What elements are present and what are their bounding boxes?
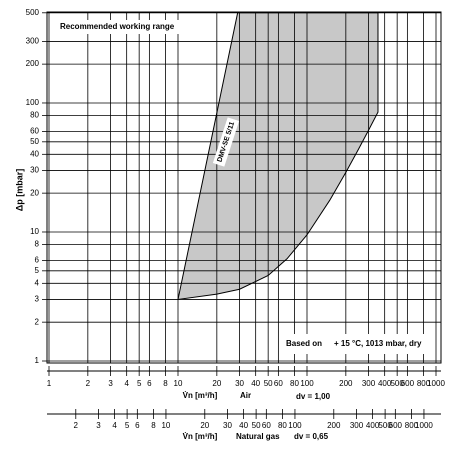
x2-tick-label: 300	[350, 421, 364, 430]
x2-tick-label: 30	[223, 421, 232, 430]
annotation-box	[280, 334, 432, 354]
x-tick-label: 1	[47, 379, 52, 388]
y-tick-label: 80	[30, 111, 39, 120]
x-tick-label: 3	[108, 379, 113, 388]
y-tick-label: 1	[35, 356, 40, 365]
y-tick-label: 40	[30, 149, 39, 158]
x2-tick-label: 8	[151, 421, 156, 430]
x2-tick-label: 10	[161, 421, 170, 430]
y-tick-label: 10	[30, 227, 39, 236]
x2-tick-label: 400	[366, 421, 380, 430]
x2-tick-label: 100	[288, 421, 302, 430]
y-tick-label: 100	[26, 98, 40, 107]
x-tick-label: 30	[235, 379, 244, 388]
x2-tick-label: 5	[125, 421, 130, 430]
x2-tick-label: 60	[262, 421, 271, 430]
x2-tick-label: 50	[252, 421, 261, 430]
x-tick-label: 20	[212, 379, 221, 388]
x2-tick-label: 600	[389, 421, 403, 430]
plot-frame	[46, 11, 442, 364]
x2-tick-label: 20	[200, 421, 209, 430]
x-axis-factor: dv = 1,00	[296, 392, 331, 401]
y-tick-label: 2	[35, 317, 40, 326]
x-tick-label: 5	[137, 379, 142, 388]
x2-axis-title: V̇n [m³/h]	[183, 432, 218, 441]
x-tick-label: 200	[339, 379, 353, 388]
x-tick-label: 800	[417, 379, 431, 388]
y-tick-label: 500	[26, 8, 40, 17]
y-tick-label: 60	[30, 127, 39, 136]
y-tick-label: 30	[30, 166, 39, 175]
x-tick-label: 400	[378, 379, 392, 388]
x-tick-label: 40	[251, 379, 260, 388]
x-tick-label: 10	[174, 379, 183, 388]
x-tick-label: 1000	[427, 379, 445, 388]
x-axis-medium: Air	[240, 391, 251, 400]
x-tick-label: 50	[264, 379, 273, 388]
annotation: + 15 °C, 1013 mbar, dry	[334, 339, 422, 348]
x2-tick-label: 4	[112, 421, 117, 430]
y-axis-title: Δp [mbar]	[14, 169, 24, 211]
x-axis-title: V̇n [m³/h]	[183, 391, 218, 400]
y-tick-label: 3	[35, 295, 40, 304]
annotation-box	[212, 117, 240, 167]
x-tick-label: 4	[124, 379, 129, 388]
x2-axis-medium: Natural gas	[236, 432, 280, 441]
annotation: Recommended working range	[60, 22, 175, 31]
y-tick-label: 200	[26, 59, 40, 68]
x-tick-label: 500	[390, 379, 404, 388]
x2-tick-label: 500	[378, 421, 392, 430]
x-tick-label: 100	[300, 379, 314, 388]
x2-tick-label: 2	[74, 421, 79, 430]
y-tick-label: 5	[35, 266, 40, 275]
x2-tick-label: 6	[135, 421, 140, 430]
x2-tick-label: 800	[405, 421, 419, 430]
x2-axis-factor: dv = 0,65	[294, 432, 329, 441]
x2-tick-label: 200	[327, 421, 341, 430]
y-tick-label: 50	[30, 137, 39, 146]
annotation-box	[56, 20, 186, 34]
x-tick-label: 6	[147, 379, 152, 388]
y-tick-label: 20	[30, 188, 39, 197]
x2-tick-label: 80	[278, 421, 287, 430]
x2-tick-label: 1000	[415, 421, 433, 430]
x-tick-label: 600	[401, 379, 415, 388]
y-tick-label: 6	[35, 256, 40, 265]
y-tick-label: 4	[35, 278, 40, 287]
x-tick-label: 60	[274, 379, 283, 388]
x-tick-label: 8	[163, 379, 168, 388]
x2-tick-label: 40	[239, 421, 248, 430]
x-tick-label: 300	[362, 379, 376, 388]
x2-tick-label: 3	[96, 421, 101, 430]
x-tick-label: 2	[86, 379, 91, 388]
annotation: Based on	[286, 339, 322, 348]
x-tick-label: 80	[290, 379, 299, 388]
y-tick-label: 8	[35, 240, 40, 249]
y-tick-label: 300	[26, 37, 40, 46]
